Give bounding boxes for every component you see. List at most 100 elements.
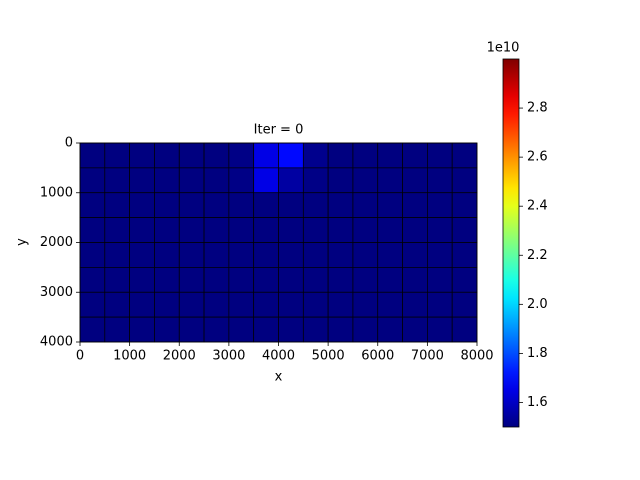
mesh-cell	[451, 217, 478, 243]
mesh-cell	[327, 291, 354, 318]
mesh-cell	[377, 142, 403, 169]
mesh-cell	[278, 316, 304, 343]
mesh-cell	[451, 142, 478, 169]
mesh-cell	[402, 167, 428, 194]
mesh-cell	[327, 142, 354, 169]
mesh-cell	[79, 142, 106, 169]
mesh-cell	[79, 316, 106, 343]
mesh-cell	[203, 316, 230, 343]
mesh-cell	[228, 192, 255, 218]
x-tick-label: 6000	[361, 349, 394, 364]
mesh-cell	[377, 167, 403, 194]
mesh-cell	[278, 192, 304, 218]
mesh-cell	[327, 242, 354, 268]
mesh-cell	[79, 167, 106, 194]
mesh-cell	[352, 316, 379, 343]
mesh-cell	[104, 217, 130, 243]
mesh-cell	[427, 316, 453, 343]
mesh-cell	[203, 267, 230, 293]
mesh-cell	[104, 316, 130, 343]
mesh-cell	[327, 167, 354, 194]
colorbar	[502, 58, 520, 428]
mesh-cell	[228, 142, 255, 169]
mesh-cell	[178, 242, 205, 268]
mesh-cell	[451, 192, 478, 218]
y-tick-label: 2000	[40, 235, 73, 250]
mesh-cell	[352, 167, 379, 194]
mesh-cell	[178, 167, 205, 194]
colorbar-tick-label: 2.2	[527, 248, 548, 263]
y-tick-label: 3000	[40, 285, 73, 300]
mesh-cell	[352, 192, 379, 218]
mesh-cell	[79, 242, 106, 268]
colorbar-tick-label: 2.6	[527, 150, 548, 165]
mesh-cell	[253, 167, 279, 194]
x-tick-label: 7000	[411, 349, 444, 364]
mesh-cell	[253, 267, 279, 293]
mesh-cell	[302, 267, 329, 293]
mesh-cell	[228, 167, 255, 194]
mesh-cell	[377, 217, 403, 243]
mesh-cell	[253, 316, 279, 343]
mesh-cell	[228, 217, 255, 243]
mesh-cell	[178, 192, 205, 218]
mesh-cell	[154, 291, 180, 318]
mesh-cell	[377, 291, 403, 318]
y-tick-label: 1000	[40, 185, 73, 200]
mesh-cell	[352, 267, 379, 293]
mesh-cell	[302, 291, 329, 318]
mesh-cell	[154, 267, 180, 293]
x-tick-label: 3000	[212, 349, 245, 364]
mesh-cell	[178, 291, 205, 318]
mesh-cell	[377, 316, 403, 343]
colorbar-tick-label: 2.0	[527, 297, 548, 312]
chart-title: Iter = 0	[254, 123, 304, 138]
mesh-cell	[203, 291, 230, 318]
mesh-cell	[253, 242, 279, 268]
mesh-cell	[129, 267, 155, 293]
mesh-cell	[278, 167, 304, 194]
mesh-cell	[402, 142, 428, 169]
mesh-cell	[302, 217, 329, 243]
mesh-cell	[278, 217, 304, 243]
mesh-cell	[451, 316, 478, 343]
mesh-cell	[154, 316, 180, 343]
mesh-cell	[203, 242, 230, 268]
mesh-cell	[327, 192, 354, 218]
mesh-cell	[302, 192, 329, 218]
mesh-cell	[278, 242, 304, 268]
mesh-cell	[104, 167, 130, 194]
mesh-cell	[427, 167, 453, 194]
mesh-cell	[228, 291, 255, 318]
mesh-cell	[402, 291, 428, 318]
mesh-cell	[253, 142, 279, 169]
x-tick-label: 0	[76, 349, 84, 364]
mesh-cell	[302, 242, 329, 268]
mesh-cell	[427, 267, 453, 293]
mesh-cell	[253, 192, 279, 218]
mesh-cell	[154, 217, 180, 243]
mesh-cell	[352, 291, 379, 318]
mesh-cell	[104, 291, 130, 318]
mesh-cell	[129, 142, 155, 169]
mesh-cell	[203, 217, 230, 243]
colorbar-tick-label: 2.8	[527, 101, 548, 116]
mesh-cell	[302, 142, 329, 169]
mesh-cell	[327, 217, 354, 243]
mesh-cell	[451, 267, 478, 293]
mesh-cell	[302, 167, 329, 194]
mesh-cell	[302, 316, 329, 343]
mesh-cell	[228, 242, 255, 268]
x-tick-label: 8000	[460, 349, 493, 364]
x-tick-label: 5000	[312, 349, 345, 364]
mesh-cell	[129, 242, 155, 268]
mesh-cell	[129, 316, 155, 343]
mesh-cell	[228, 267, 255, 293]
x-axis-label: x	[275, 370, 283, 385]
mesh-cell	[253, 291, 279, 318]
mesh-cell	[327, 267, 354, 293]
mesh-cell	[79, 192, 106, 218]
mesh-cell	[451, 291, 478, 318]
mesh-cell	[402, 267, 428, 293]
x-tick-label: 2000	[163, 349, 196, 364]
